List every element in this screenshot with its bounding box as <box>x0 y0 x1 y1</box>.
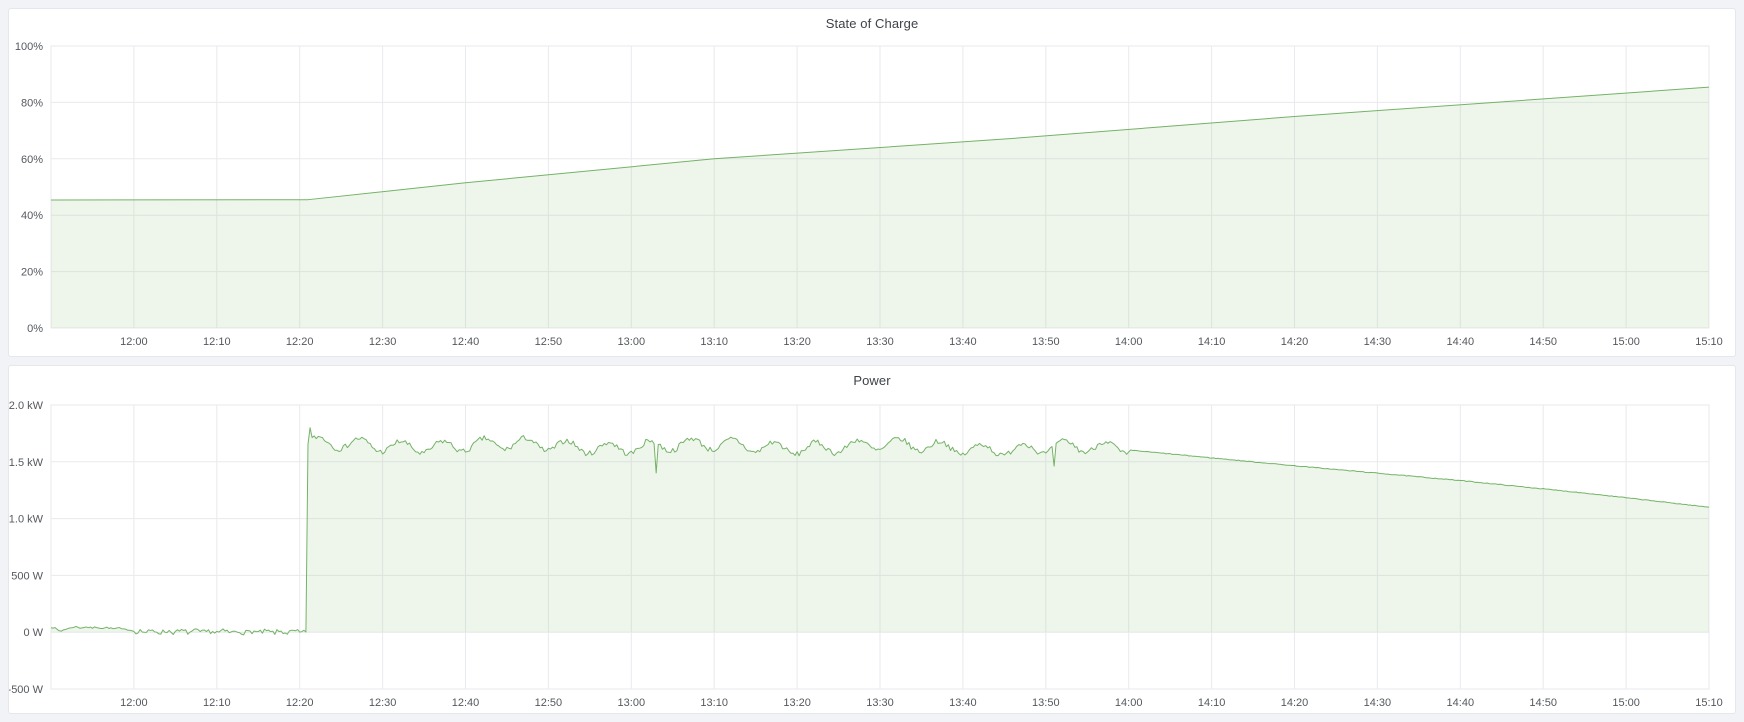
x-tick-label: 13:40 <box>949 697 977 709</box>
x-tick-label: 12:30 <box>369 697 397 709</box>
panel-title-power[interactable]: Power <box>853 372 891 388</box>
x-tick-label: 13:00 <box>618 336 646 348</box>
y-tick-label: 20% <box>21 267 43 279</box>
y-tick-label: 100% <box>15 41 43 53</box>
x-tick-label: 13:30 <box>866 697 894 709</box>
x-tick-label: 15:00 <box>1612 697 1640 709</box>
x-tick-label: 12:00 <box>120 336 148 348</box>
y-tick-label: 2.0 kW <box>9 400 44 412</box>
x-tick-label: 13:20 <box>783 336 811 348</box>
plot-border <box>50 404 1710 690</box>
panel-title-state-of-charge[interactable]: State of Charge <box>825 15 919 31</box>
series-area <box>51 87 1709 328</box>
x-tick-label: 14:00 <box>1115 697 1143 709</box>
x-tick-label: 14:00 <box>1115 336 1143 348</box>
x-tick-label: 12:20 <box>286 336 314 348</box>
x-tick-label: 14:40 <box>1447 336 1475 348</box>
x-tick-label: 13:40 <box>949 336 977 348</box>
power-chart[interactable]: -500 W 0 W 500 W 1.0 kW 1.5 kW 2.0 kW 12:00 12:… <box>9 394 1735 713</box>
panel-power: Power -500 W 0 W 500 W 1.0 kW 1.5 kW 2.0 kW 12… <box>8 365 1736 714</box>
x-tick-label: 14:30 <box>1364 697 1392 709</box>
x-tick-label: 14:30 <box>1364 336 1392 348</box>
x-tick-label: 12:00 <box>120 697 148 709</box>
x-tick-label: 12:50 <box>535 336 563 348</box>
x-tick-label: 14:40 <box>1447 697 1475 709</box>
x-tick-label: 13:10 <box>700 697 728 709</box>
x-tick-label: 12:10 <box>203 336 231 348</box>
x-tick-label: 14:20 <box>1281 697 1309 709</box>
x-tick-label: 13:10 <box>700 336 728 348</box>
panel-state-of-charge: State of Charge 0% 20% 40% 60% 80% 100% 12:00 1… <box>8 8 1736 357</box>
y-tick-label: 500 W <box>11 570 43 582</box>
state-of-charge-chart[interactable]: 0% 20% 40% 60% 80% 100% 12:00 12:10 12:20 12:30 12… <box>9 37 1735 356</box>
y-tick-label: 80% <box>21 97 43 109</box>
y-tick-label: 1.5 kW <box>9 457 44 469</box>
y-tick-label: -500 W <box>9 684 44 696</box>
x-tick-label: 15:00 <box>1612 336 1640 348</box>
x-tick-label: 14:20 <box>1281 336 1309 348</box>
plot-border <box>50 45 1710 329</box>
x-tick-label: 12:40 <box>452 336 480 348</box>
x-tick-label: 12:30 <box>369 336 397 348</box>
x-tick-label: 13:20 <box>783 697 811 709</box>
x-tick-label: 13:50 <box>1032 697 1060 709</box>
x-tick-label: 12:20 <box>286 697 314 709</box>
x-tick-label: 14:50 <box>1529 697 1557 709</box>
x-tick-label: 14:10 <box>1198 336 1226 348</box>
y-tick-label: 40% <box>21 210 43 222</box>
series-line <box>50 427 1710 636</box>
x-tick-label: 15:10 <box>1695 697 1723 709</box>
x-tick-label: 12:10 <box>203 697 231 709</box>
x-tick-label: 12:50 <box>535 697 563 709</box>
series-area <box>51 427 1709 635</box>
x-tick-label: 13:00 <box>618 697 646 709</box>
y-tick-label: 1.0 kW <box>9 514 44 526</box>
x-tick-label: 12:40 <box>452 697 480 709</box>
y-tick-label: 0% <box>27 323 43 335</box>
x-tick-label: 15:10 <box>1695 336 1723 348</box>
series-line <box>50 86 1710 201</box>
x-tick-label: 13:30 <box>866 336 894 348</box>
x-tick-label: 14:50 <box>1529 336 1557 348</box>
x-tick-label: 14:10 <box>1198 697 1226 709</box>
y-tick-label: 60% <box>21 154 43 166</box>
x-tick-label: 13:50 <box>1032 336 1060 348</box>
y-tick-label: 0 W <box>23 627 43 639</box>
